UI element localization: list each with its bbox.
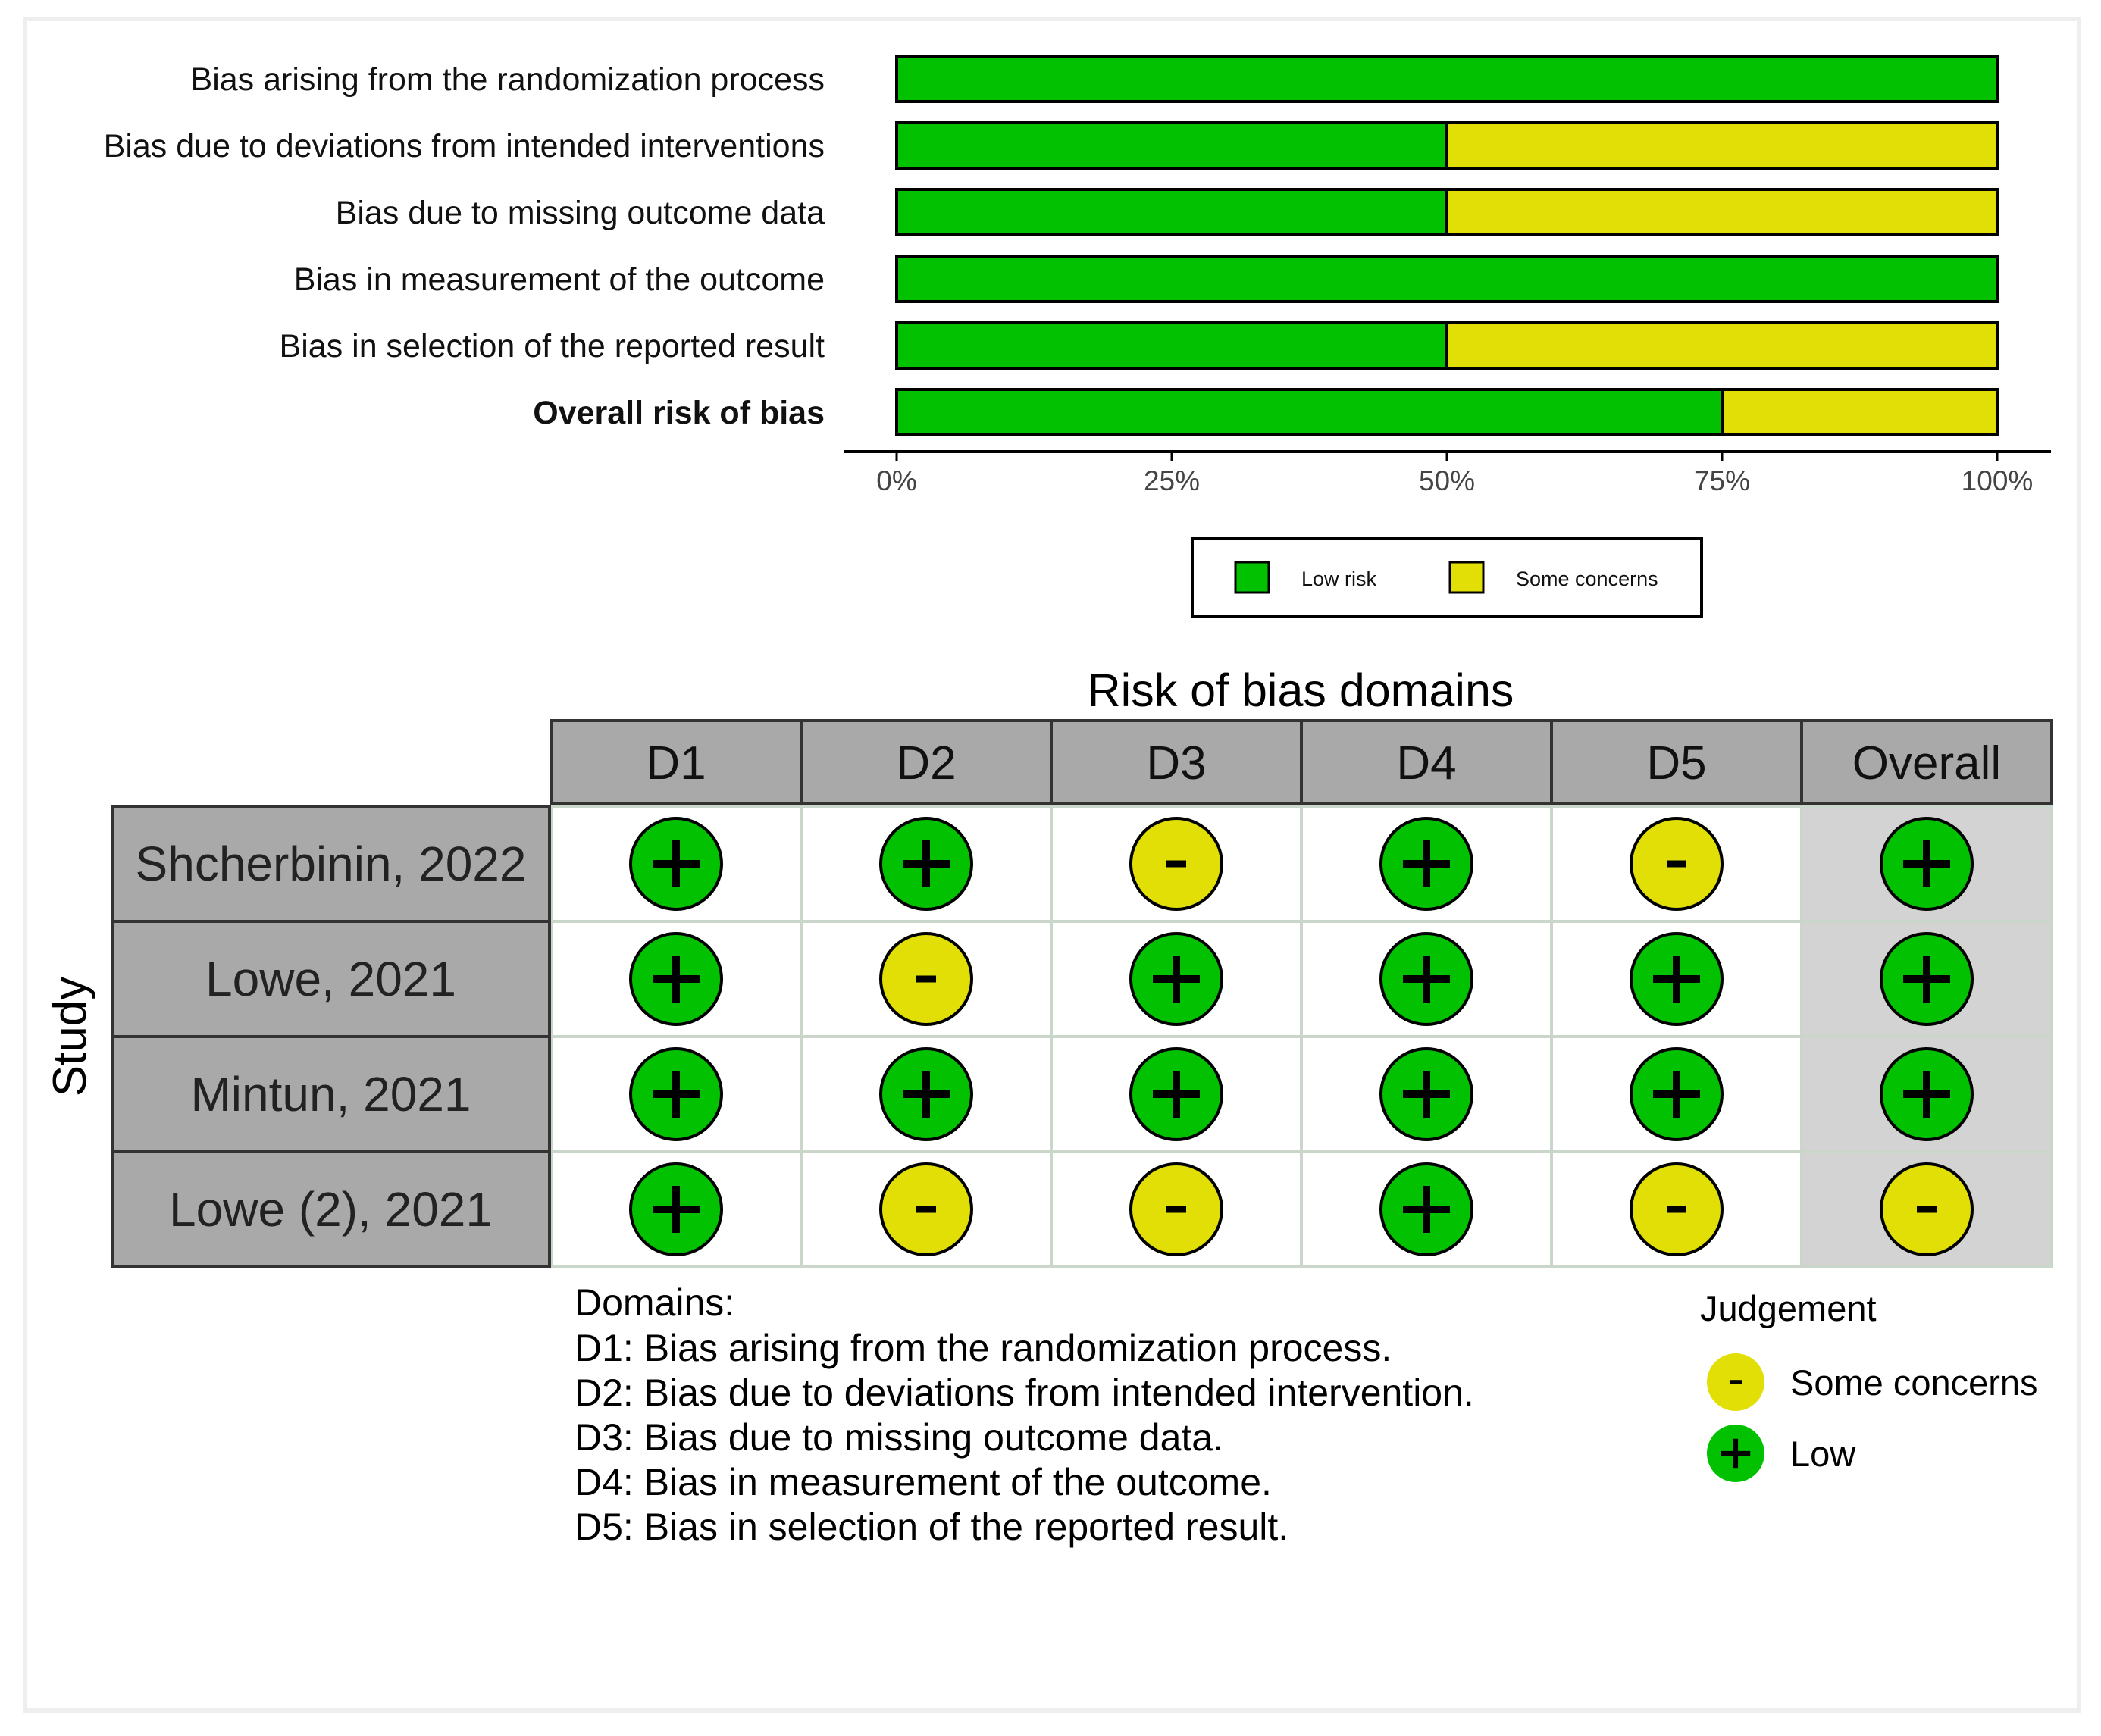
column-header-label: D4 — [1396, 737, 1456, 790]
x-tick-label: 50% — [1419, 465, 1475, 496]
column-header-label: D3 — [1146, 737, 1206, 790]
plus-symbol-v — [1423, 1071, 1430, 1118]
category-label: Bias in selection of the reported result — [280, 328, 825, 364]
x-tick-label: 0% — [876, 465, 916, 496]
bar-segment — [1721, 388, 1999, 436]
plus-symbol-v — [672, 840, 680, 887]
legend-key — [1234, 561, 1270, 594]
study-label: Lowe, 2021 — [205, 952, 456, 1006]
minus-symbol — [1729, 1380, 1742, 1384]
study-cell — [111, 920, 551, 1038]
summary-bar-chart: Bias arising from the randomization proc… — [104, 55, 2051, 618]
judgement-legend-label: Low — [1790, 1434, 1856, 1474]
plus-symbol-v — [1733, 1438, 1739, 1469]
minus-symbol — [916, 975, 936, 983]
plus-symbol-v — [672, 1186, 680, 1233]
domain-definition: D2: Bias due to deviations from intended… — [575, 1372, 1474, 1414]
bar-segment — [895, 321, 1448, 370]
bar-segment — [895, 188, 1448, 236]
column-header-cell — [1300, 719, 1553, 805]
minus-symbol — [1166, 1206, 1186, 1213]
plus-symbol-v — [1423, 840, 1430, 887]
y-axis-title: Study — [44, 977, 96, 1097]
bar-segment — [1445, 321, 1999, 370]
column-header-label: Overall — [1852, 737, 2001, 790]
bar-segment — [895, 255, 1999, 303]
domain-definition: D5: Bias in selection of the reported re… — [575, 1506, 1288, 1548]
study-cell — [111, 1150, 551, 1268]
minus-symbol — [916, 1206, 936, 1213]
domains-title: Domains: — [575, 1281, 734, 1324]
plus-symbol-v — [672, 956, 680, 1003]
column-header-label: D2 — [896, 737, 956, 790]
category-label: Bias due to missing outcome data — [336, 195, 825, 231]
plus-symbol-v — [1923, 1071, 1930, 1118]
plus-symbol-v — [1923, 956, 1930, 1003]
category-label: Bias in measurement of the outcome — [294, 261, 825, 298]
minus-symbol — [1667, 860, 1686, 868]
minus-symbol — [1917, 1206, 1937, 1213]
plus-symbol-v — [1173, 956, 1180, 1003]
column-header-cell — [1050, 719, 1303, 805]
plus-symbol-v — [922, 1071, 930, 1118]
x-tick-label: 75% — [1694, 465, 1750, 496]
bar-segment — [895, 55, 1999, 103]
bar-segment — [895, 121, 1448, 170]
minus-symbol — [1166, 860, 1186, 868]
plus-symbol-v — [1673, 956, 1680, 1003]
column-header-cell — [800, 719, 1053, 805]
plus-symbol-v — [1423, 956, 1430, 1003]
minus-symbol — [1667, 1206, 1686, 1213]
legend-label: Some concerns — [1516, 568, 1658, 590]
table-title: Risk of bias domains — [1088, 665, 1514, 716]
legend-box — [1191, 537, 1703, 618]
judgement-legend-label: Some concerns — [1790, 1362, 2038, 1403]
column-header-cell — [1800, 719, 2053, 805]
column-header-cell — [1550, 719, 1803, 805]
category-label: Overall risk of bias — [533, 395, 825, 431]
study-label: Shcherbinin, 2022 — [136, 837, 527, 891]
bar-segment — [1445, 188, 1999, 236]
bar-segment — [1445, 121, 1999, 170]
plus-symbol-v — [1673, 1071, 1680, 1118]
category-label: Bias due to deviations from intended int… — [104, 128, 825, 164]
domain-definition: D3: Bias due to missing outcome data. — [575, 1416, 1223, 1459]
plus-symbol-v — [1423, 1186, 1430, 1233]
column-header-label: D1 — [646, 737, 706, 790]
legend-label: Low risk — [1301, 568, 1377, 590]
study-cell — [111, 805, 551, 923]
x-tick-label: 25% — [1144, 465, 1200, 496]
plus-symbol-v — [922, 840, 930, 887]
judgement-legend-title: Judgement — [1700, 1288, 1877, 1328]
legend-key — [1448, 561, 1485, 594]
bar-segment — [895, 388, 1724, 436]
column-header-label: D5 — [1646, 737, 1706, 790]
plus-symbol-v — [1923, 840, 1930, 887]
domain-definition: D1: Bias arising from the randomization … — [575, 1327, 1392, 1369]
category-label: Bias arising from the randomization proc… — [191, 61, 825, 98]
study-label: Mintun, 2021 — [190, 1067, 471, 1121]
domain-definition: D4: Bias in measurement of the outcome. — [575, 1461, 1272, 1503]
plus-symbol-v — [672, 1071, 680, 1118]
plus-symbol-v — [1173, 1071, 1180, 1118]
traffic-light-plot: Risk of bias domains D1 D2 D3 D4 D5 Overall Shc… — [44, 665, 2053, 1548]
study-label: Lowe (2), 2021 — [169, 1182, 493, 1237]
x-tick-label: 100% — [1962, 465, 2034, 496]
